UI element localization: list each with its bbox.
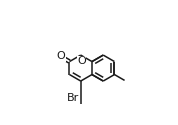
Text: Br: Br (67, 93, 80, 103)
Text: O: O (77, 56, 86, 66)
Text: O: O (56, 51, 65, 61)
